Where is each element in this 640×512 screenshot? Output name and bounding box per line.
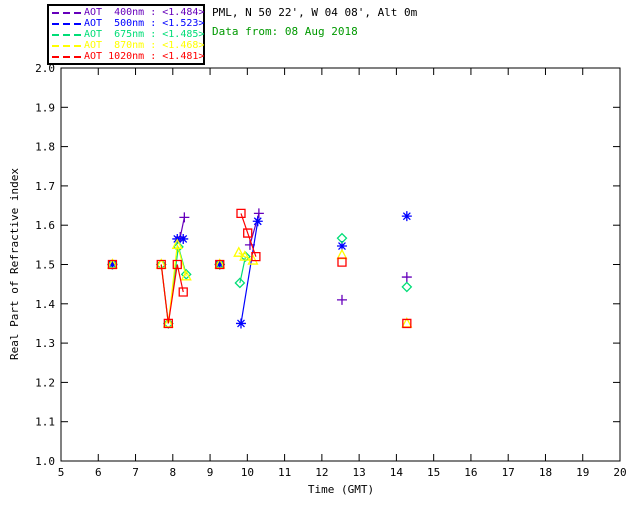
y-tick-label: 1.8: [35, 141, 55, 154]
plot-frame: [60, 67, 621, 462]
x-axis-title: Time (GMT): [307, 483, 375, 496]
asterisk-marker: [252, 216, 263, 227]
series-line: [179, 217, 185, 238]
square-marker: [236, 208, 246, 219]
series-line: [240, 221, 259, 324]
y-tick-label: 1.4: [35, 298, 55, 311]
y-tick-label: 1.2: [35, 376, 55, 389]
legend-label: AOT 675nm : <1.485>: [84, 29, 205, 40]
triangle-marker: [239, 250, 251, 261]
y-tick-label: 1.7: [35, 180, 55, 193]
series-aot-675nm: [107, 232, 413, 329]
y-tick-label: 1.1: [35, 416, 55, 429]
y-axis: 1.0 1.1 1.2 1.3 1.4 1.5 1.6 1.7 1.8 1.9 2.0: [35, 62, 620, 468]
square-marker: [402, 318, 412, 329]
plus-marker: [244, 239, 255, 250]
x-tick-label: 17: [502, 466, 515, 479]
x-tick-label: 9: [207, 466, 214, 479]
x-tick-label: 7: [132, 466, 139, 479]
x-tick-label: 15: [427, 466, 440, 479]
x-tick-label: 20: [613, 466, 626, 479]
x-tick-label: 10: [241, 466, 254, 479]
x-tick-label: 5: [58, 466, 65, 479]
series-aot-500nm: [107, 211, 412, 329]
legend-item-aot-500nm: AOT 500nm : <1.523>: [52, 18, 205, 29]
square-marker: [251, 251, 261, 262]
y-tick-label: 1.6: [35, 219, 55, 232]
asterisk-marker: [401, 211, 412, 222]
x-tick-label: 14: [390, 466, 404, 479]
legend-line-swatch: [52, 33, 81, 36]
y-tick-label: 1.9: [35, 101, 55, 114]
legend-label: AOT 500nm : <1.523>: [84, 18, 205, 29]
asterisk-marker: [178, 233, 189, 244]
square-marker: [215, 259, 225, 270]
triangle-marker: [336, 248, 348, 260]
series-aot-1020nm: [107, 208, 412, 329]
station-location-text: PML, N 50 22', W 04 08', Alt 0m: [212, 6, 418, 19]
asterisk-marker: [214, 259, 225, 270]
plus-marker: [253, 208, 264, 219]
series-line: [160, 264, 184, 324]
data-date-text: Data from: 08 Aug 2018: [212, 25, 358, 38]
square-marker: [337, 257, 347, 267]
y-tick-label: 1.5: [35, 259, 55, 272]
legend-line-swatch: [52, 44, 81, 47]
square-marker: [243, 228, 253, 238]
x-tick-label: 6: [95, 466, 102, 479]
legend-label: AOT 870nm : <1.468>: [84, 40, 205, 51]
square-marker: [172, 259, 182, 270]
triangle-marker: [180, 269, 192, 281]
diamond-marker: [336, 232, 348, 244]
legend-line-swatch: [52, 55, 81, 58]
plus-marker: [401, 272, 412, 283]
square-marker: [107, 259, 118, 270]
legend-label: AOT 1020nm : <1.481>: [84, 51, 205, 62]
x-axis: 5 6 7 8 9 10 11 12 13 14 15 16 17 18 19 20: [58, 68, 627, 479]
diamond-marker: [180, 268, 192, 280]
x-tick-label: 11: [278, 466, 291, 479]
series-line: [240, 213, 257, 257]
x-tick-label: 13: [353, 466, 366, 479]
diamond-marker: [234, 277, 246, 289]
x-tick-label: 19: [576, 466, 589, 479]
asterisk-marker: [336, 241, 347, 252]
legend-label: AOT 400nm : <1.484>: [84, 7, 205, 18]
x-tick-label: 12: [315, 466, 328, 479]
square-marker: [163, 318, 173, 329]
triangle-marker: [171, 238, 183, 249]
x-tick-label: 8: [169, 466, 176, 479]
x-tick-label: 18: [539, 466, 552, 479]
triangle-marker: [233, 246, 245, 257]
triangle-marker: [247, 254, 259, 265]
legend-item-aot-870nm: AOT 870nm : <1.468>: [52, 40, 205, 51]
legend-box: AOT 400nm : <1.484> AOT 500nm : <1.523> AO…: [47, 4, 205, 65]
asterisk-marker: [107, 259, 118, 270]
legend-item-aot-675nm: AOT 675nm : <1.485>: [52, 29, 205, 40]
plus-marker: [336, 294, 347, 305]
square-marker: [156, 259, 166, 270]
y-tick-label: 1.0: [35, 455, 55, 468]
diamond-marker: [172, 241, 184, 253]
y-tick-label: 1.3: [35, 337, 55, 350]
square-marker: [178, 287, 188, 297]
legend-line-swatch: [52, 22, 81, 25]
plot-header: PML, N 50 22', W 04 08', Alt 0m Data fro…: [212, 6, 612, 39]
plus-marker: [179, 212, 190, 223]
legend-item-aot-400nm: AOT 400nm : <1.484>: [52, 7, 205, 18]
x-tick-label: 16: [464, 466, 477, 479]
legend-item-aot-1020nm: AOT 1020nm : <1.481>: [52, 51, 205, 62]
asterisk-marker: [235, 318, 246, 329]
series-line: [238, 252, 254, 262]
y-tick-label: 2.0: [35, 62, 55, 75]
y-axis-title: Real Part of Refractive index: [8, 167, 21, 361]
legend-line-swatch: [52, 11, 81, 14]
diamond-marker: [401, 281, 413, 293]
